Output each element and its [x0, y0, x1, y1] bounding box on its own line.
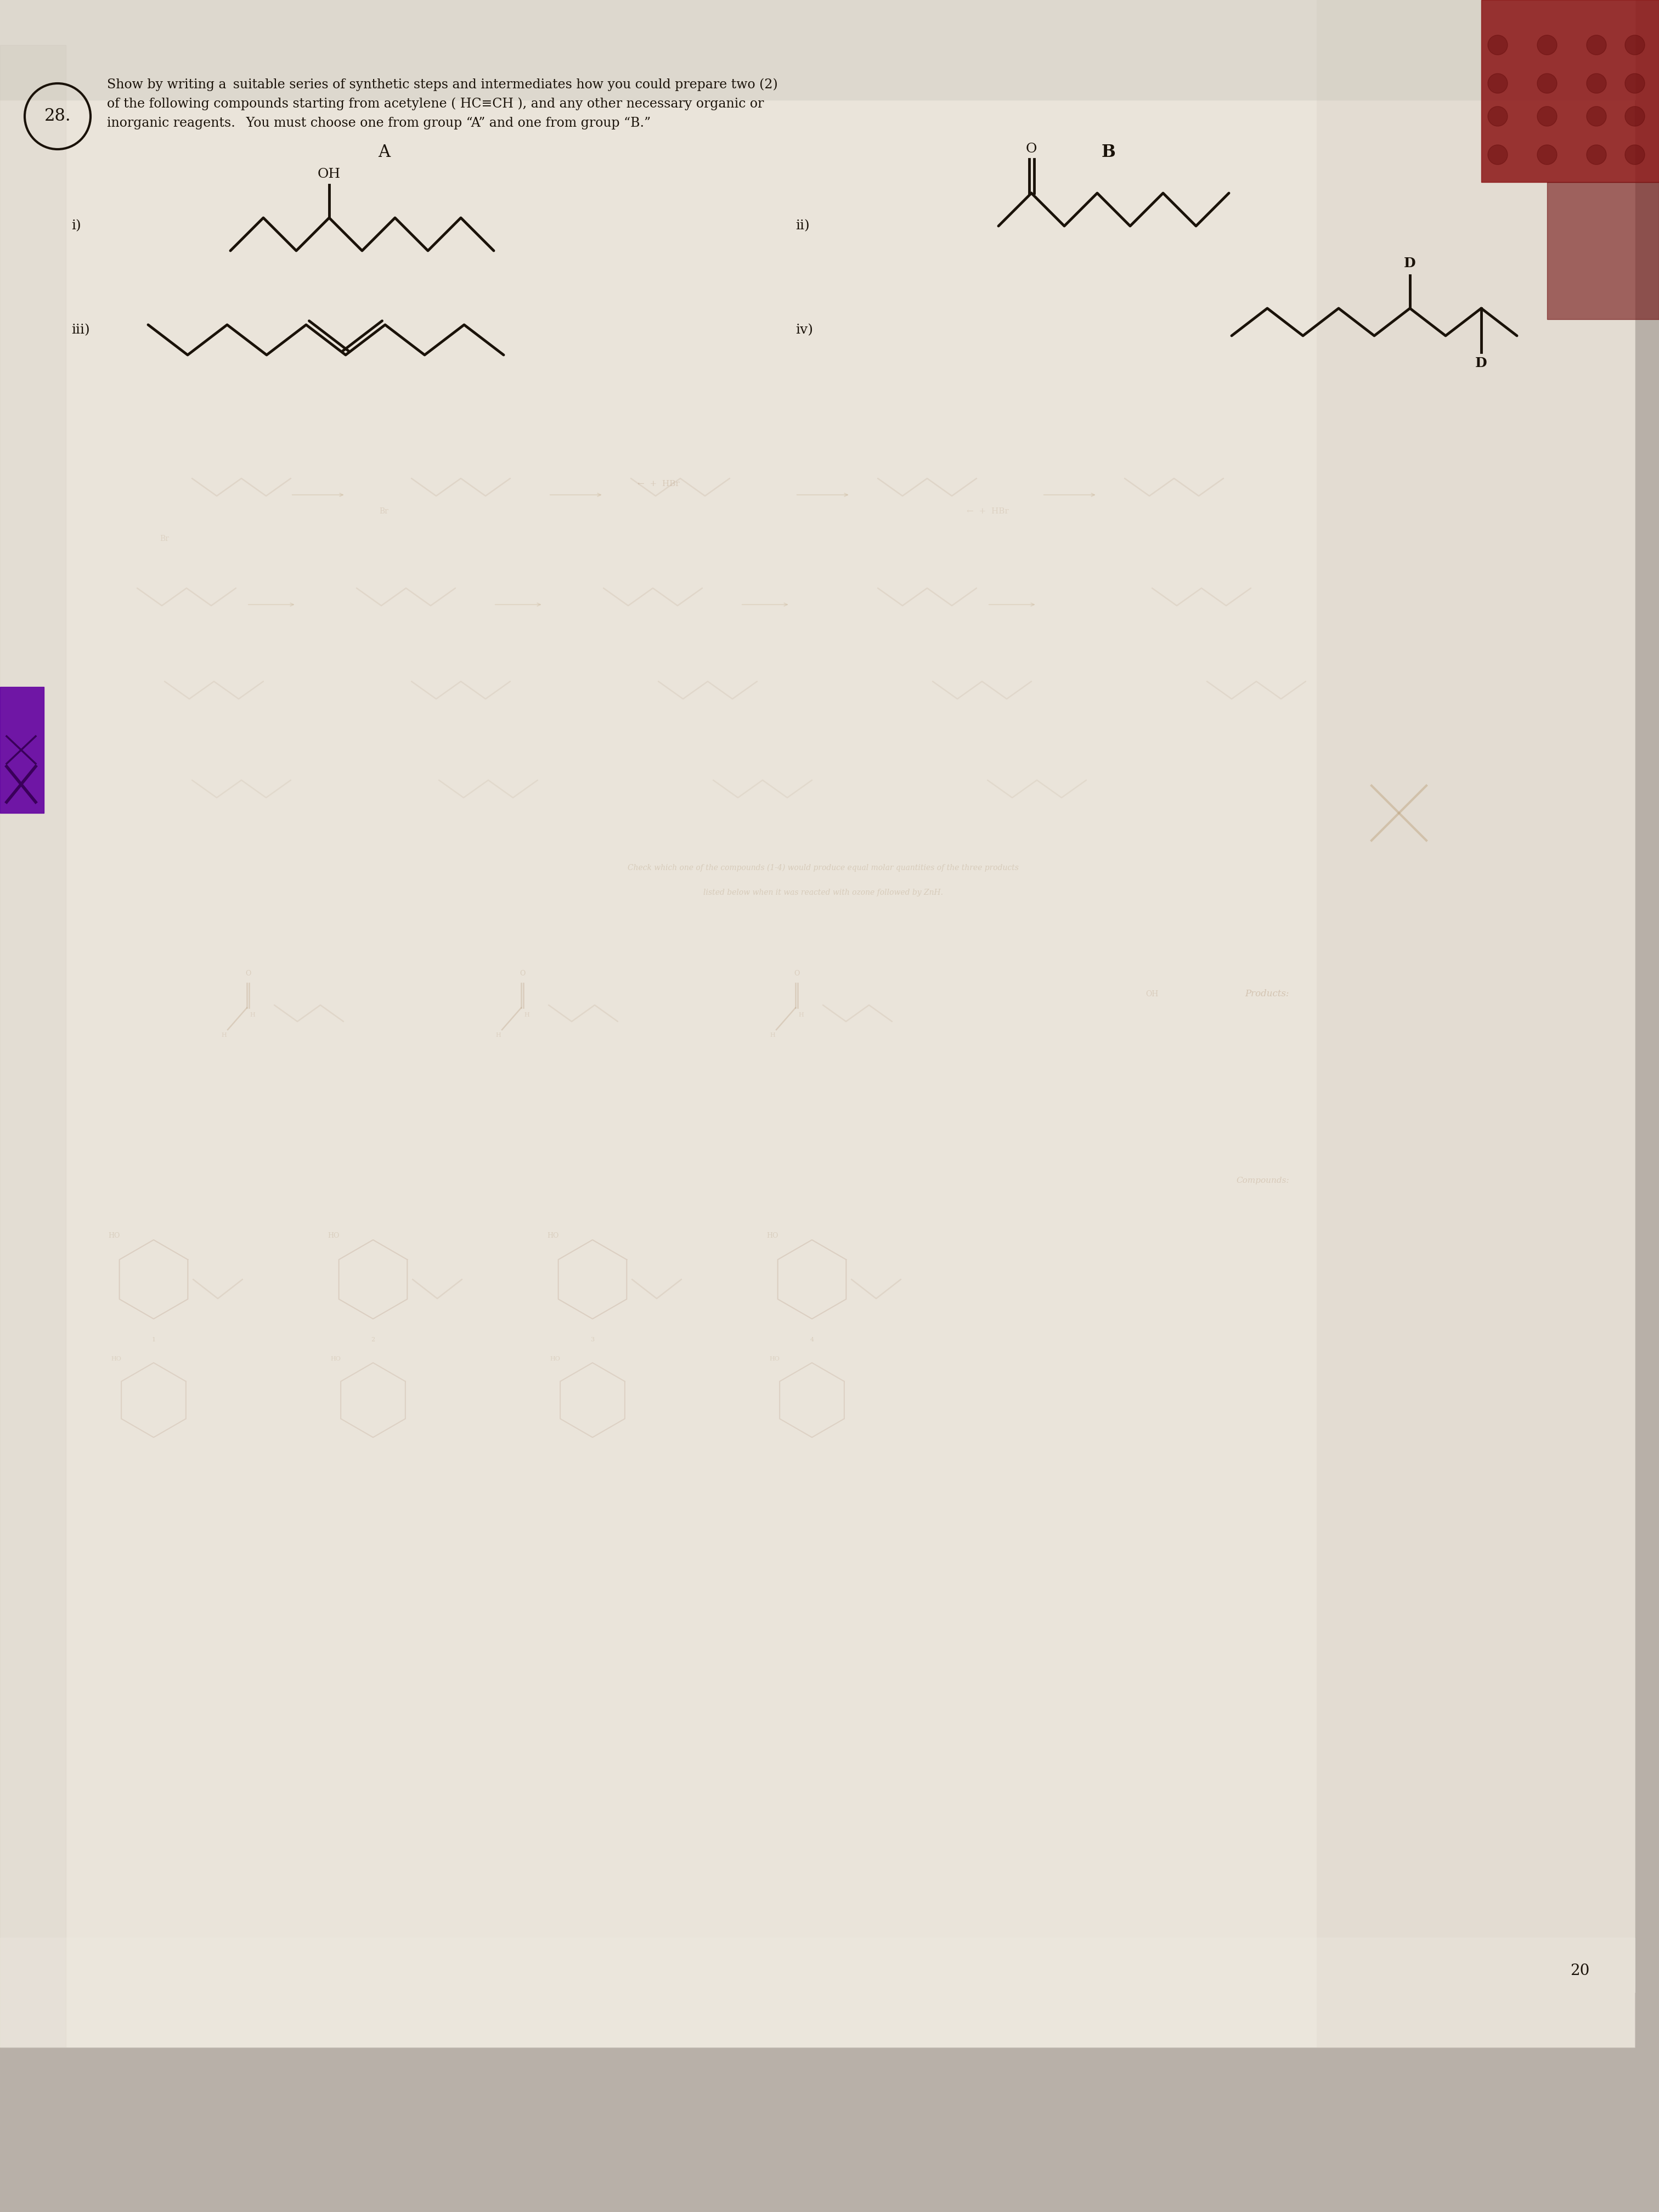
Text: HO: HO [547, 1232, 559, 1239]
Text: ii): ii) [795, 219, 810, 232]
Text: HO: HO [108, 1232, 119, 1239]
Text: HO: HO [766, 1232, 778, 1239]
Text: H: H [524, 1013, 529, 1018]
Circle shape [1586, 73, 1606, 93]
Circle shape [1624, 35, 1644, 55]
Text: H: H [496, 1033, 501, 1037]
Text: ←  +  HBr: ← + HBr [967, 507, 1009, 515]
Text: OH: OH [317, 168, 340, 179]
Text: i): i) [71, 219, 81, 232]
Text: O: O [793, 969, 800, 978]
Circle shape [1538, 73, 1556, 93]
Polygon shape [0, 0, 1634, 100]
Text: inorganic reagents.   You must choose one from group “A” and one from group “B.”: inorganic reagents. You must choose one … [106, 117, 650, 128]
Polygon shape [1481, 0, 1659, 181]
Text: HO: HO [330, 1356, 342, 1363]
Polygon shape [1317, 0, 1634, 2048]
Circle shape [1538, 35, 1556, 55]
Text: 28.: 28. [45, 108, 71, 124]
Polygon shape [1548, 181, 1659, 319]
Text: A: A [378, 144, 390, 161]
Text: Compounds:: Compounds: [1236, 1177, 1289, 1183]
Text: H: H [251, 1013, 255, 1018]
Text: HO: HO [551, 1356, 561, 1363]
Circle shape [1586, 106, 1606, 126]
Text: HO: HO [770, 1356, 780, 1363]
Text: O: O [519, 969, 526, 978]
Text: Check which one of the compounds (1-4) would produce equal molar quantities of t: Check which one of the compounds (1-4) w… [627, 865, 1019, 872]
Text: D: D [1475, 356, 1486, 369]
Text: Br: Br [159, 535, 169, 542]
Text: 20: 20 [1571, 1964, 1589, 1978]
Text: 2: 2 [372, 1336, 375, 1343]
Text: Show by writing a  suitable series of synthetic steps and intermediates how you : Show by writing a suitable series of syn… [106, 77, 778, 91]
Text: H: H [798, 1013, 803, 1018]
Circle shape [1624, 144, 1644, 164]
Text: of the following compounds starting from acetylene ( HC≡CH ), and any other nece: of the following compounds starting from… [106, 97, 763, 111]
Text: O: O [246, 969, 251, 978]
Text: 1: 1 [151, 1336, 156, 1343]
Polygon shape [0, 44, 66, 2048]
Circle shape [1538, 106, 1556, 126]
Text: B: B [1102, 144, 1115, 161]
Circle shape [1488, 73, 1508, 93]
Circle shape [1488, 106, 1508, 126]
Text: H: H [221, 1033, 227, 1037]
Polygon shape [0, 0, 1634, 1993]
Circle shape [1624, 106, 1644, 126]
Circle shape [1586, 144, 1606, 164]
Circle shape [1538, 144, 1556, 164]
Text: O: O [1025, 144, 1037, 155]
Text: iv): iv) [795, 323, 813, 336]
Text: OH: OH [1146, 991, 1158, 998]
FancyBboxPatch shape [0, 100, 1634, 2048]
Circle shape [1586, 35, 1606, 55]
Text: ←  +  HBr: ← + HBr [637, 480, 680, 487]
Text: 4: 4 [810, 1336, 815, 1343]
Text: H: H [770, 1033, 775, 1037]
Text: D: D [1404, 257, 1415, 270]
Circle shape [1624, 73, 1644, 93]
Circle shape [1488, 144, 1508, 164]
Text: Br: Br [380, 507, 388, 515]
Text: Products:: Products: [1244, 989, 1289, 1000]
Text: HO: HO [111, 1356, 121, 1363]
Polygon shape [0, 688, 43, 814]
Text: HO: HO [328, 1232, 340, 1239]
Text: 3: 3 [591, 1336, 594, 1343]
Polygon shape [0, 1938, 1634, 2048]
Text: listed below when it was reacted with ozone followed by ZnH.: listed below when it was reacted with oz… [703, 889, 942, 896]
Text: iii): iii) [71, 323, 90, 336]
Circle shape [1488, 35, 1508, 55]
